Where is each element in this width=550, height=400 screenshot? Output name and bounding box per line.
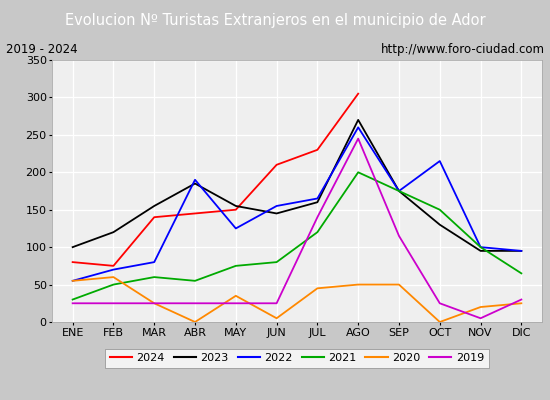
Text: 2019 - 2024: 2019 - 2024 xyxy=(6,43,77,56)
Legend: 2024, 2023, 2022, 2021, 2020, 2019: 2024, 2023, 2022, 2021, 2020, 2019 xyxy=(106,349,488,368)
Text: Evolucion Nº Turistas Extranjeros en el municipio de Ador: Evolucion Nº Turistas Extranjeros en el … xyxy=(65,14,485,28)
Text: http://www.foro-ciudad.com: http://www.foro-ciudad.com xyxy=(381,43,544,56)
